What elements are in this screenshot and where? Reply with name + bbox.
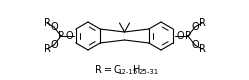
Text: H: H xyxy=(133,65,140,75)
Text: R: R xyxy=(44,44,51,54)
Text: 12-15: 12-15 xyxy=(117,70,137,76)
Text: P: P xyxy=(58,31,64,41)
Text: O: O xyxy=(191,22,199,32)
Text: O: O xyxy=(176,31,184,41)
Text: 25-31: 25-31 xyxy=(139,70,159,76)
Text: P: P xyxy=(185,31,191,41)
Text: O: O xyxy=(50,22,58,32)
Text: R: R xyxy=(198,44,205,54)
Text: R = C: R = C xyxy=(95,65,121,75)
Text: O: O xyxy=(50,40,58,50)
Text: O: O xyxy=(191,40,199,50)
Text: R: R xyxy=(198,18,205,28)
Text: O: O xyxy=(65,31,73,41)
Text: R: R xyxy=(44,18,51,28)
